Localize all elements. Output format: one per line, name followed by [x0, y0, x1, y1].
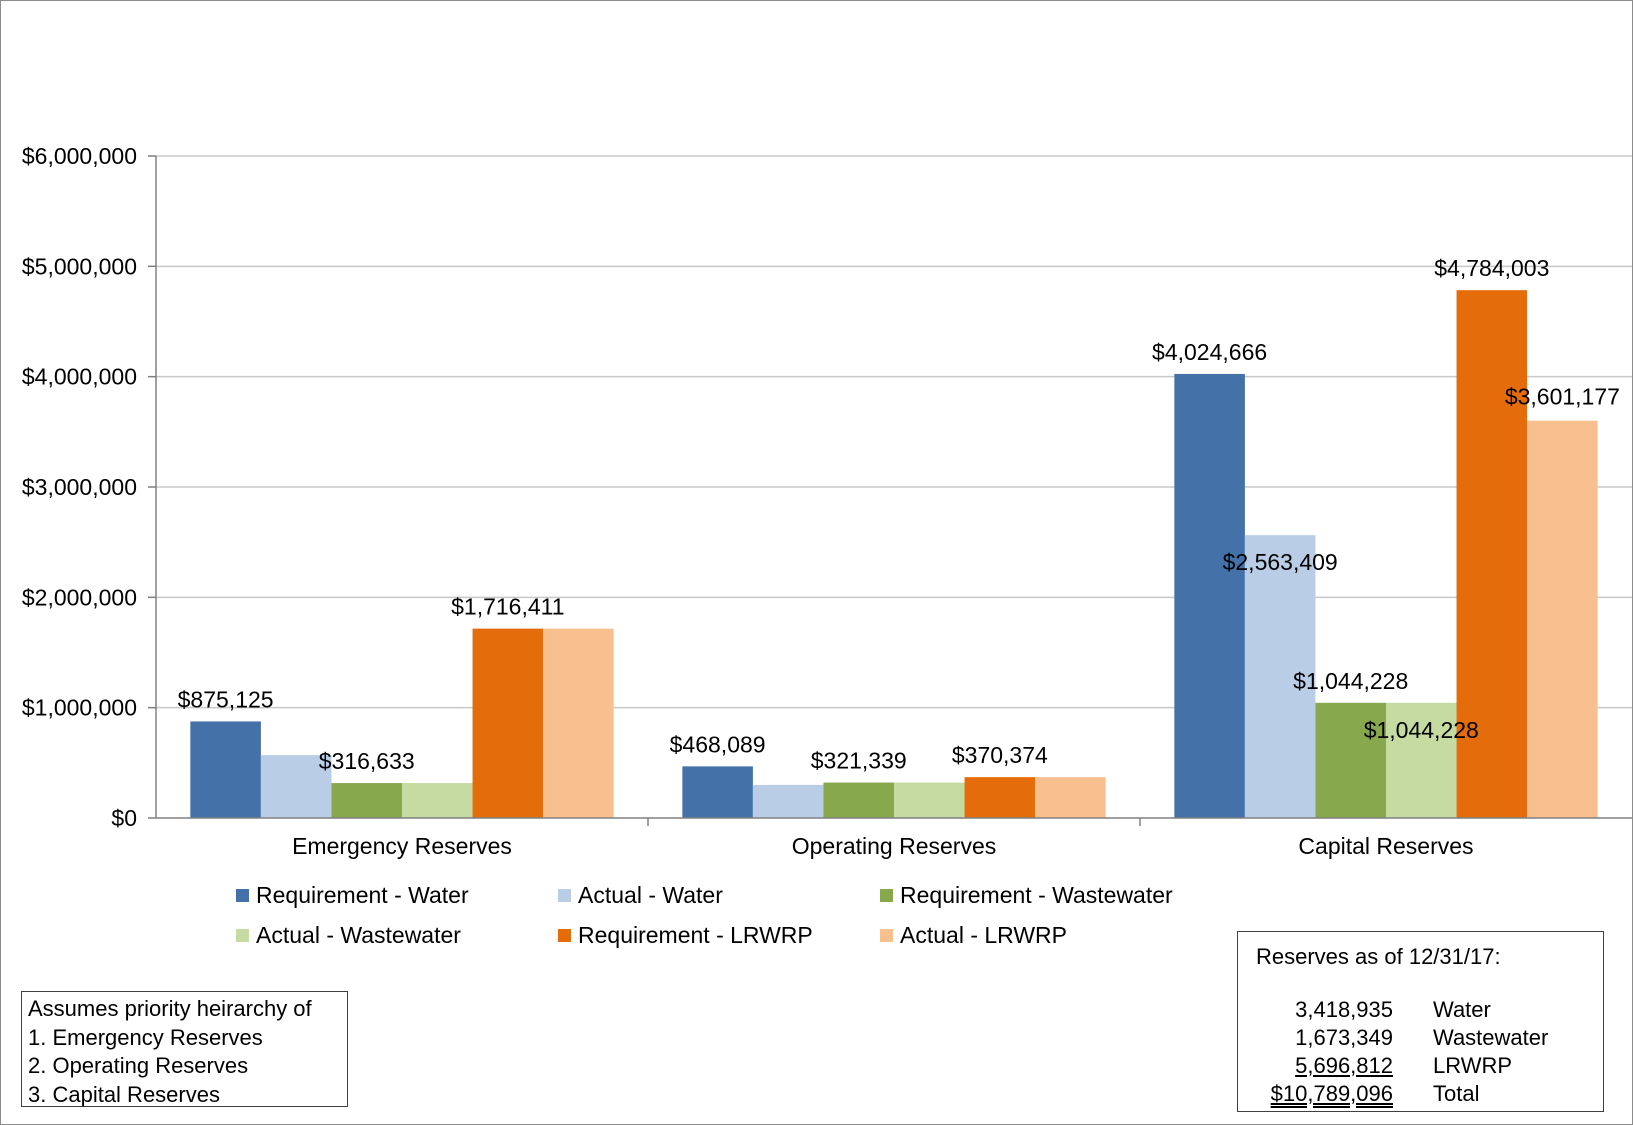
reserves-amount: 1,673,349 [1295, 1025, 1393, 1050]
y-tick-label: $4,000,000 [22, 364, 137, 390]
legend-item-requirement-water: Requirement - Water [236, 882, 469, 909]
reserves-summary-box: Reserves as of 12/31/17: 3,418,935 Water… [1237, 931, 1604, 1112]
x-tick-label: Operating Reserves [792, 833, 997, 859]
data-label: $875,125 [178, 686, 274, 712]
bar [543, 628, 614, 818]
y-tick-label: $5,000,000 [22, 253, 137, 279]
legend-label: Requirement - Wastewater [900, 882, 1173, 908]
note-line: 1. Emergency Reserves [28, 1024, 263, 1050]
reserves-row-total: $10,789,096 Total [1238, 1081, 1603, 1109]
x-tick-label: Capital Reserves [1298, 833, 1473, 859]
reserves-row-lrwrp: 5,696,812 LRWRP [1238, 1053, 1603, 1081]
bar [331, 783, 402, 818]
y-tick-label: $3,000,000 [22, 474, 137, 500]
legend-item-requirement-lrwrp: Requirement - LRWRP [558, 922, 813, 949]
bar [1174, 373, 1245, 818]
y-tick-label: $2,000,000 [22, 584, 137, 610]
bar [1527, 420, 1598, 818]
reserves-amount: 3,418,935 [1295, 997, 1393, 1022]
legend-label: Actual - Water [578, 882, 723, 908]
data-label: $468,089 [670, 731, 766, 757]
legend-swatch [558, 889, 571, 902]
reserves-title: Reserves as of 12/31/17: [1256, 944, 1501, 969]
bar [472, 628, 544, 818]
reserves-row-water: 3,418,935 Water [1238, 997, 1603, 1025]
y-tick-label: $6,000,000 [22, 143, 137, 169]
bar [682, 766, 753, 818]
bar [1386, 702, 1457, 818]
legend-item-actual-lrwrp: Actual - LRWRP [880, 922, 1067, 949]
legend-swatch [880, 889, 893, 902]
bar [402, 783, 473, 818]
data-label: $1,044,228 [1293, 668, 1408, 694]
legend-label: Requirement - LRWRP [578, 922, 813, 948]
x-tick-label: Emergency Reserves [292, 833, 512, 859]
data-label: $370,374 [952, 742, 1048, 768]
data-label: $4,784,003 [1434, 255, 1549, 281]
reserves-row-wastewater: 1,673,349 Wastewater [1238, 1025, 1603, 1053]
legend-swatch [558, 929, 571, 942]
legend-item-actual-water: Actual - Water [558, 882, 723, 909]
bars [190, 290, 1598, 818]
legend-item-requirement-wastewater: Requirement - Wastewater [880, 882, 1173, 909]
reserves-label: Total [1433, 1081, 1480, 1106]
reserves-label: Water [1433, 997, 1491, 1022]
y-tick-label: $0 [111, 805, 137, 831]
legend-swatch [236, 889, 249, 902]
legend-label: Requirement - Water [256, 882, 469, 908]
reserves-amount: $10,789,096 [1270, 1081, 1393, 1106]
bar [964, 777, 1036, 818]
bar [1456, 290, 1528, 818]
data-label: $1,044,228 [1364, 717, 1479, 743]
data-labels: $875,125 $468,089 $4,024,666 $2,563,409 $316… [178, 255, 1620, 774]
data-label: $1,716,411 [451, 594, 564, 620]
data-label: $321,339 [811, 748, 907, 774]
reserves-label: Wastewater [1433, 1025, 1549, 1050]
y-tick-label: $1,000,000 [22, 695, 137, 721]
bar [260, 755, 332, 818]
bar [1244, 535, 1316, 818]
legend-swatch [236, 929, 249, 942]
data-label: $4,024,666 [1152, 339, 1267, 365]
data-label: $316,633 [319, 748, 415, 774]
legend-swatch [880, 929, 893, 942]
bar [1315, 702, 1386, 818]
data-label: $2,563,409 [1223, 549, 1338, 575]
legend-label: Actual - Wastewater [256, 922, 461, 948]
bar [894, 782, 965, 818]
priority-note-box: Assumes priority heirarchy of 1. Emergen… [21, 991, 348, 1107]
reserves-label: LRWRP [1433, 1053, 1513, 1078]
legend-label: Actual - LRWRP [900, 922, 1068, 948]
bar [823, 782, 894, 818]
gridlines [156, 155, 1632, 709]
legend-item-actual-wastewater: Actual - Wastewater [236, 922, 461, 949]
axes: $0 $1,000,000 $2,000,000 $3,000,000 $4,000,0… [22, 143, 1632, 859]
bar [1035, 777, 1106, 818]
bar [190, 721, 261, 818]
note-line: 2. Operating Reserves [28, 1053, 249, 1078]
data-label: $3,601,177 [1505, 384, 1620, 410]
note-line: 3. Capital Reserves [28, 1081, 220, 1107]
reserves-amount: 5,696,812 [1295, 1053, 1393, 1078]
note-line: Assumes priority heirarchy of [28, 996, 312, 1021]
bar [752, 784, 824, 818]
